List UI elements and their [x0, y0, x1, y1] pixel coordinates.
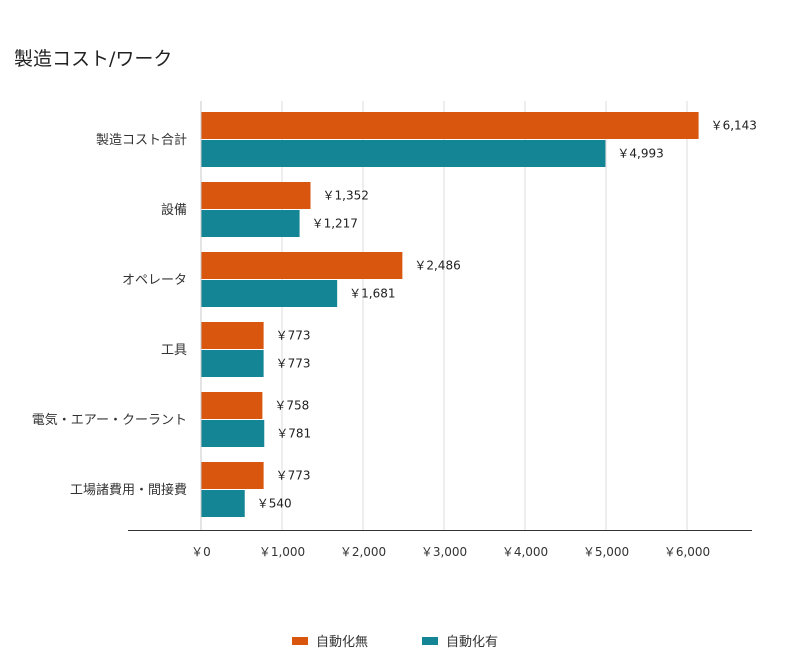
bar-series-1 — [201, 252, 403, 279]
category-label: 製造コスト合計 — [96, 132, 187, 148]
bar-series-1 — [201, 112, 699, 139]
category-label: 工具 — [161, 343, 187, 358]
data-label: ￥6,143 — [711, 119, 757, 133]
x-tick-label: ￥5,000 — [583, 545, 629, 559]
axes: ￥0 ￥1,000 ￥2,000 ￥3,000 ￥4,000 ￥5,000 ￥6,000 製造… — [32, 101, 752, 559]
x-tick-label: ￥1,000 — [259, 545, 305, 559]
bar-series-2 — [201, 280, 338, 307]
bar-series-2 — [201, 350, 264, 377]
bar-series-1 — [201, 182, 311, 209]
bar-series-1 — [201, 322, 264, 349]
x-tick-label: ￥2,000 — [340, 545, 386, 559]
data-label: ￥540 — [257, 497, 292, 511]
bar-series-2 — [201, 140, 606, 167]
x-tick-label: ￥0 — [191, 545, 211, 559]
legend-swatch-series-2 — [422, 636, 438, 645]
data-label: ￥773 — [276, 329, 311, 343]
data-label: ￥781 — [276, 427, 311, 441]
bars — [201, 112, 699, 517]
data-label: ￥1,681 — [349, 287, 395, 301]
category-label: オペレータ — [122, 273, 187, 288]
category-label: 電気・エアー・クーラント — [32, 412, 187, 428]
category-label: 設備 — [161, 202, 187, 218]
data-label: ￥758 — [274, 399, 309, 413]
legend-label-series-2: 自動化有 — [446, 635, 499, 650]
grid-lines — [281, 101, 688, 530]
legend-item-series-2[interactable]: 自動化有 — [422, 631, 498, 650]
legend-item-series-1[interactable]: 自動化無 — [291, 631, 368, 650]
legend: 自動化無 自動化有 — [0, 631, 790, 650]
x-tick-label: ￥4,000 — [502, 545, 548, 559]
bar-series-2 — [201, 490, 245, 517]
value-labels: ￥6,143 ￥4,993 ￥1,352 ￥1,217 ￥2,486 ￥1,681 ￥773… — [257, 119, 757, 511]
bar-series-1 — [201, 462, 264, 489]
chart-title: 製造コスト/ワーク — [14, 48, 173, 70]
data-label: ￥773 — [276, 357, 311, 371]
data-label: ￥773 — [276, 469, 311, 483]
data-label: ￥2,486 — [414, 259, 460, 273]
x-tick-label: ￥6,000 — [664, 545, 710, 559]
bar-series-2 — [201, 420, 265, 447]
bar-series-1 — [201, 392, 263, 419]
category-label: 工場諸費用・間接費 — [70, 482, 187, 498]
data-label: ￥4,993 — [617, 147, 663, 161]
legend-swatch-series-1 — [291, 636, 308, 645]
legend-label-series-1: 自動化無 — [315, 635, 368, 650]
x-tick-label: ￥3,000 — [421, 545, 467, 559]
data-label: ￥1,217 — [312, 217, 358, 231]
bar-series-2 — [201, 210, 300, 237]
data-label: ￥1,352 — [323, 189, 369, 203]
